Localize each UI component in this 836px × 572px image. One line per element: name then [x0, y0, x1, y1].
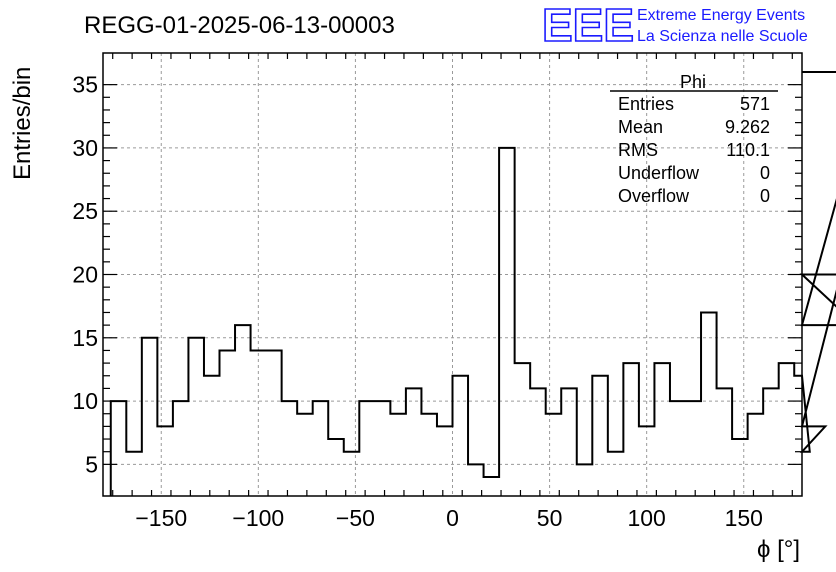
stat-value: 0: [760, 186, 770, 206]
x-tick-label: 150: [725, 505, 763, 531]
stat-value: 571: [740, 94, 770, 114]
x-tick-label: −50: [336, 505, 375, 531]
eee-logo-mark: EEE: [542, 0, 634, 51]
x-axis-label: ϕ [°]: [757, 536, 800, 563]
stat-label: Overflow: [618, 186, 690, 206]
x-tick-label: −150: [135, 505, 187, 531]
x-tick-label: 0: [446, 505, 459, 531]
stat-label: Underflow: [618, 163, 700, 183]
y-tick-label: 20: [72, 262, 98, 288]
stat-value: 9.262: [725, 117, 770, 137]
x-tick-label: 50: [537, 505, 563, 531]
y-tick-label: 30: [72, 135, 98, 161]
stat-label: Entries: [618, 94, 674, 114]
x-tick-label: 100: [627, 505, 665, 531]
stats-title: Phi: [680, 72, 706, 92]
stat-label: RMS: [618, 140, 658, 160]
stat-value: 110.1: [726, 140, 770, 160]
stats-rows: Entries 571 Mean 9.262 RMS 110.1 Underflow 0 Ove…: [618, 94, 770, 206]
axis-ticks: [103, 53, 802, 496]
y-axis-label: Entries/bin: [9, 67, 36, 180]
y-tick-label: 10: [72, 388, 98, 414]
y-tick-label: 15: [72, 325, 98, 351]
y-tick-label: 35: [72, 72, 98, 98]
eee-logo-line2: La Scienza nelle Scuole: [637, 28, 808, 45]
x-tick-label: −100: [232, 505, 284, 531]
grid-lines: [103, 53, 802, 496]
stat-value: 0: [760, 163, 770, 183]
stat-label: Mean: [618, 117, 663, 137]
tick-labels: −150 −100 −50 0 50 100 150 5 10 15 20 25 30 35: [72, 72, 763, 531]
y-tick-label: 5: [85, 451, 98, 477]
eee-logo: EEE Extreme Energy Events La Scienza nel…: [541, 0, 808, 52]
stats-box: Phi Entries 571 Mean 9.262 RMS 110.1 Underflow…: [610, 72, 778, 206]
chart-title: REGG-01-2025-06-13-00003: [84, 12, 395, 39]
eee-logo-line1: Extreme Energy Events: [637, 7, 805, 24]
y-tick-label: 25: [72, 198, 98, 224]
histogram-line: [109, 70, 836, 496]
